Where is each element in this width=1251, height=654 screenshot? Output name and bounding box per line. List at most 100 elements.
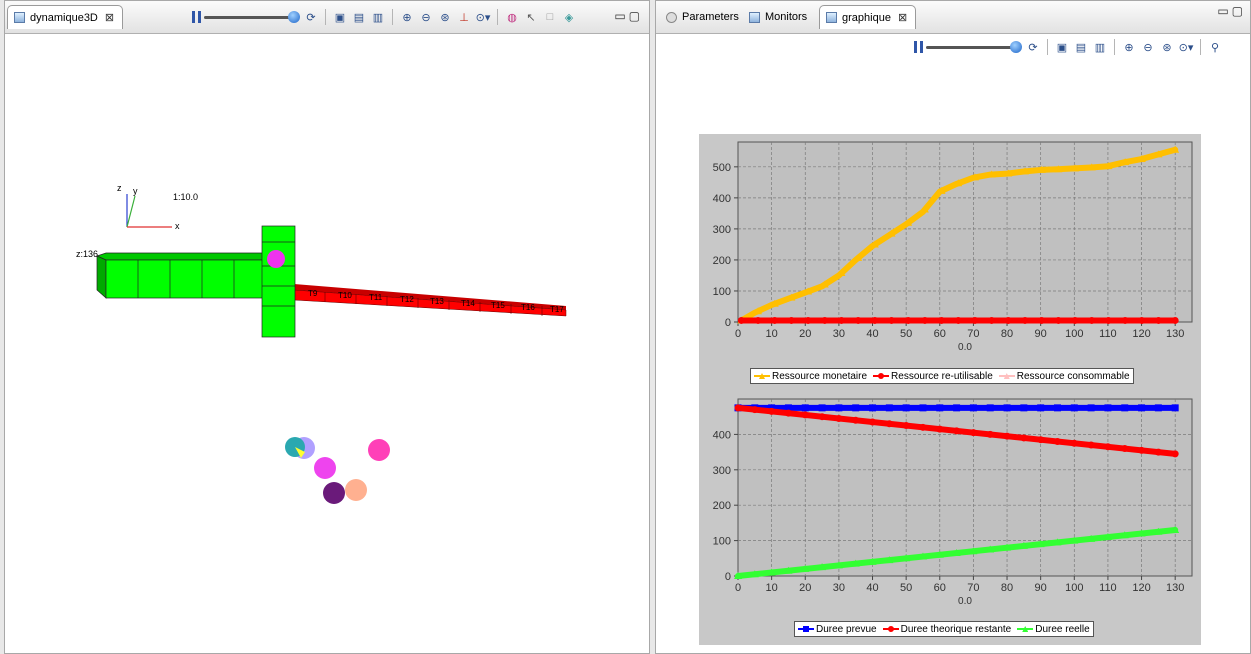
data-point: [1070, 404, 1078, 412]
data-point: [885, 556, 894, 564]
toolbar-separator: [325, 9, 326, 25]
data-point: [771, 316, 779, 324]
data-point: [737, 316, 745, 324]
tab-parameters[interactable]: Parameters: [660, 5, 747, 29]
data-point: [1171, 404, 1179, 412]
data-point: [1104, 316, 1112, 324]
data-point: [870, 240, 879, 248]
pause-icon[interactable]: [192, 11, 201, 23]
data-point: [1003, 404, 1011, 412]
tab-graphique[interactable]: graphique ⊠: [819, 5, 917, 29]
data-point: [1088, 316, 1096, 324]
layers-icon[interactable]: ▤: [353, 11, 365, 24]
zoom-in-icon[interactable]: ⊕: [402, 11, 412, 24]
agent-sphere[interactable]: [295, 447, 305, 458]
x-tick-label: 20: [799, 328, 811, 340]
monitor-icon: [749, 11, 760, 23]
x-tick-label: 40: [866, 328, 878, 340]
data-point: [936, 425, 944, 433]
data-point: [784, 566, 793, 574]
data-point: [920, 205, 929, 213]
zoom-out-icon[interactable]: ⊖: [1143, 41, 1153, 54]
data-point: [904, 218, 913, 226]
task-label: T13: [430, 297, 444, 306]
data-point: [734, 572, 742, 579]
task-label: T12: [400, 295, 414, 304]
data-point: [818, 404, 826, 412]
data-point: [1120, 531, 1129, 539]
tab-parameters-label: Parameters: [682, 11, 739, 23]
data-point: [767, 568, 776, 576]
agent-sphere[interactable]: [267, 250, 285, 268]
tab-dynamique3d[interactable]: dynamique3D ⊠: [7, 5, 124, 29]
inspect-icon[interactable]: ⚲: [1210, 41, 1220, 54]
refresh-icon[interactable]: ⟳: [306, 11, 316, 24]
duration-chart[interactable]: 0 10 20 30 40 50 60 70 80 90 100 110 120 130 0 100 200 30…: [699, 391, 1201, 617]
data-point: [1004, 316, 1012, 324]
data-point: [854, 316, 862, 324]
right-window-controls[interactable]: ▭▢: [1217, 4, 1246, 18]
data-point: [768, 404, 776, 412]
agent-sphere[interactable]: [323, 482, 345, 504]
x-tick-label: 110: [1099, 582, 1117, 594]
data-point: [935, 550, 944, 558]
data-point: [986, 404, 994, 412]
data-point: [987, 170, 996, 178]
axes-icon[interactable]: ⊥: [459, 11, 469, 24]
zoom-menu-icon[interactable]: ⊙▾: [1178, 41, 1194, 54]
y-axis-label: y: [133, 186, 138, 196]
speed-slider[interactable]: [204, 11, 300, 23]
zoom-fit-icon[interactable]: ⊛: [440, 11, 450, 24]
x-tick-label: 50: [900, 582, 912, 594]
data-point: [986, 430, 994, 438]
speed-slider[interactable]: [926, 41, 1022, 53]
data-point: [834, 561, 843, 569]
x-axis-label: 0.0: [958, 596, 972, 607]
data-point: [969, 429, 977, 437]
refresh-icon[interactable]: ⟳: [1028, 41, 1038, 54]
data-point: [1053, 404, 1061, 412]
zoom-out-icon[interactable]: ⊖: [421, 11, 431, 24]
left-window-controls[interactable]: ▭▢: [614, 9, 643, 23]
legend-symbol: [1017, 624, 1034, 634]
zoom-fit-icon[interactable]: ⊛: [1162, 41, 1172, 54]
data-point: [804, 287, 813, 295]
export-icon[interactable]: ▥: [1094, 41, 1106, 54]
pause-icon[interactable]: [914, 41, 923, 53]
agent-sphere[interactable]: [368, 439, 390, 461]
data-point: [1087, 404, 1095, 412]
x-tick-label: 10: [766, 582, 778, 594]
x-tick-label: 40: [866, 582, 878, 594]
y-tick-label: 300: [713, 224, 731, 236]
slider-knob[interactable]: [1010, 41, 1022, 53]
export-icon[interactable]: ▥: [372, 11, 384, 24]
box-icon[interactable]: □: [546, 11, 554, 23]
zoom-menu-icon[interactable]: ⊙▾: [475, 11, 491, 24]
pointer-icon[interactable]: ↖: [526, 11, 536, 24]
data-point: [1087, 163, 1096, 171]
snapshot-icon[interactable]: ▣: [1056, 41, 1068, 54]
data-point: [1171, 145, 1180, 153]
data-point: [801, 564, 810, 572]
slider-knob[interactable]: [288, 11, 300, 23]
data-point: [1003, 432, 1011, 440]
data-point: [1104, 404, 1112, 412]
close-icon[interactable]: ⊠: [897, 12, 908, 24]
3d-view[interactable]: z y x 1:10.0 z:136 T9 T10 T11 T12 T13 T1…: [5, 34, 649, 654]
layers-icon[interactable]: ▤: [1075, 41, 1087, 54]
legend-item: Ressource monetaire: [754, 371, 867, 382]
close-icon[interactable]: ⊠: [104, 12, 115, 24]
zoom-in-icon[interactable]: ⊕: [1124, 41, 1134, 54]
globe-icon[interactable]: ◍: [507, 11, 517, 24]
y-tick-label: 200: [713, 255, 731, 267]
y-tick-label: 300: [713, 465, 731, 477]
resource-chart[interactable]: 0 10 20 30 40 50 60 70 80 90 100 110 120 130 0 100 200 30…: [699, 134, 1201, 374]
tab-monitors[interactable]: Monitors: [743, 5, 815, 29]
snapshot-icon[interactable]: ▣: [334, 11, 346, 24]
camera-icon[interactable]: ◈: [564, 11, 574, 24]
chart-view-icon: [826, 12, 837, 23]
legend-label: Ressource re-utilisable: [891, 370, 993, 382]
y-tick-label: 400: [713, 429, 731, 441]
agent-sphere[interactable]: [345, 479, 367, 501]
agent-sphere[interactable]: [314, 457, 336, 479]
